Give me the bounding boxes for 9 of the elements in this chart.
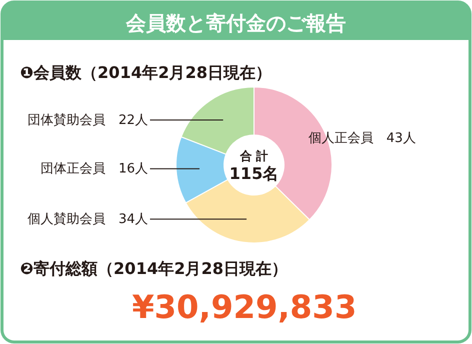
chart-title: 会員数と寄付金のご報告	[125, 11, 346, 35]
chart-subtitle: ❶会員数（2014年2月28日現在）	[20, 63, 272, 82]
text: ¥30,929,833	[132, 288, 357, 326]
text: 115名	[229, 164, 279, 183]
text: 合 計	[238, 149, 268, 163]
slice-label: 団体賛助会員 22人	[27, 112, 148, 128]
slice-label: 個人賛助会員 34人	[27, 212, 148, 228]
text: ❷寄付総額（2014年2月28日現在）	[20, 259, 288, 278]
slice-label: 団体正会員 16人	[40, 162, 148, 177]
